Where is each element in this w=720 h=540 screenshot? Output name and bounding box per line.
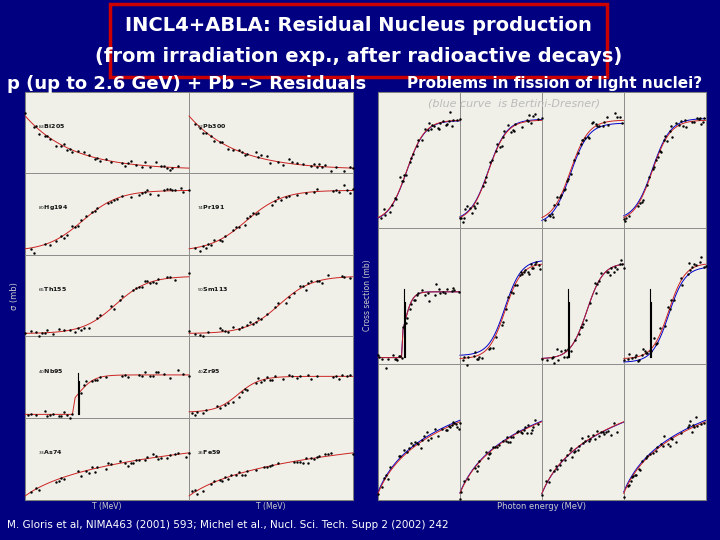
Text: p (up to 2.6 GeV) + Pb -> Residuals: p (up to 2.6 GeV) + Pb -> Residuals (7, 75, 366, 93)
Text: T (MeV): T (MeV) (256, 502, 286, 511)
Text: $_{26}$Fe59: $_{26}$Fe59 (197, 448, 222, 457)
Bar (189, 418, 353, 500)
Text: INCL4+ABLA: Residual Nucleus production: INCL4+ABLA: Residual Nucleus production (125, 16, 592, 35)
Bar (189, 336, 353, 418)
Bar (624, 228, 706, 363)
Bar (542, 228, 624, 363)
Bar (624, 363, 706, 500)
Text: T (MeV): T (MeV) (92, 502, 122, 511)
Text: (from irradiation exp., after radioactive decays): (from irradiation exp., after radioactiv… (95, 47, 622, 66)
FancyBboxPatch shape (110, 4, 607, 77)
Bar (25, 92, 189, 173)
Bar (189, 255, 353, 336)
Bar (378, 363, 460, 500)
Bar (460, 363, 542, 500)
Text: $_{74}$Pr191: $_{74}$Pr191 (197, 204, 225, 212)
Bar (460, 92, 542, 228)
Text: Problems in fission of light nuclei?: Problems in fission of light nuclei? (407, 76, 702, 91)
Text: M. Gloris et al, NIMA463 (2001) 593; Michel et al., Nucl. Sci. Tech. Supp 2 (200: M. Gloris et al, NIMA463 (2001) 593; Mic… (7, 520, 449, 530)
Text: $_{82}$Pb300: $_{82}$Pb300 (197, 122, 227, 131)
Bar (189, 92, 353, 173)
Text: $_{40}$Zr95: $_{40}$Zr95 (197, 367, 221, 375)
Text: $_{83}$Bi205: $_{83}$Bi205 (38, 122, 66, 131)
Bar (378, 92, 460, 228)
Bar (378, 228, 460, 363)
Text: $_{40}$Nb95: $_{40}$Nb95 (38, 367, 64, 375)
Bar (624, 92, 706, 228)
Bar (25, 336, 189, 418)
Text: σ (mb): σ (mb) (10, 282, 19, 309)
Bar (189, 173, 353, 255)
Bar (542, 363, 624, 500)
Bar (542, 92, 624, 228)
Bar (378, 92, 706, 500)
Bar (25, 92, 353, 500)
Bar (25, 418, 189, 500)
Bar (25, 173, 189, 255)
Text: $_{33}$As74: $_{33}$As74 (38, 448, 63, 457)
Bar (460, 228, 542, 363)
Text: Photon energy (MeV): Photon energy (MeV) (498, 502, 586, 511)
Text: $_{50}$Sm113: $_{50}$Sm113 (197, 285, 228, 294)
Bar (25, 255, 189, 336)
Text: (blue curve  is Bertini-Dresner): (blue curve is Bertini-Dresner) (428, 99, 600, 109)
Text: Cross section (mb): Cross section (mb) (363, 260, 372, 332)
Text: $_{80}$Hg194: $_{80}$Hg194 (38, 204, 68, 212)
Text: $_{65}$Th155: $_{65}$Th155 (38, 285, 68, 294)
